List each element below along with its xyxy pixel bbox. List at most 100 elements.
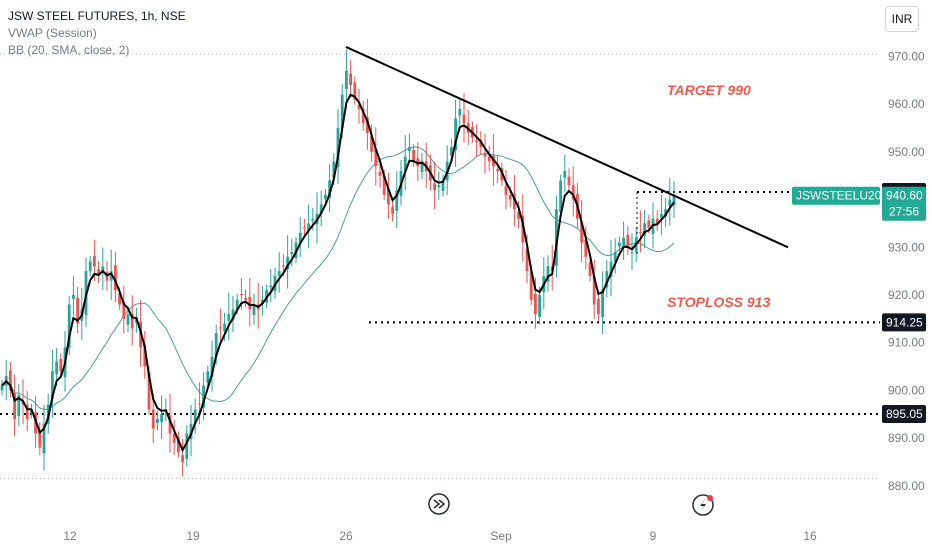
candle-body[interactable] (345, 70, 348, 89)
candle-body[interactable] (311, 218, 315, 221)
candle-body[interactable] (420, 161, 424, 172)
candle-body[interactable] (261, 299, 264, 304)
candle-body[interactable] (668, 199, 672, 207)
candle-body[interactable] (534, 294, 537, 315)
candle-body[interactable] (219, 327, 222, 329)
candle-body[interactable] (563, 170, 567, 178)
candle-body[interactable] (156, 419, 159, 423)
candle-body[interactable] (168, 415, 172, 434)
candle-body[interactable] (483, 152, 487, 157)
candle-body[interactable] (13, 393, 16, 420)
candle-body[interactable] (172, 433, 176, 443)
candle-body[interactable] (126, 314, 130, 325)
candle-body[interactable] (290, 252, 294, 254)
candle-body[interactable] (214, 333, 218, 358)
candle-body[interactable] (672, 194, 676, 206)
candle-body[interactable] (51, 371, 54, 399)
candle-body[interactable] (328, 180, 331, 198)
candle-body[interactable] (580, 221, 583, 243)
legend-vwap[interactable]: VWAP (Session) (8, 26, 97, 40)
candle-body[interactable] (639, 232, 642, 234)
candle-body[interactable] (517, 212, 520, 219)
candle-body[interactable] (202, 385, 205, 408)
candle-body[interactable] (303, 227, 306, 229)
candle-body[interactable] (584, 239, 588, 257)
candle-body[interactable] (332, 161, 336, 178)
candle-body[interactable] (307, 223, 310, 232)
candle-body[interactable] (555, 209, 558, 266)
candle-body[interactable] (618, 242, 621, 247)
candle-body[interactable] (181, 455, 184, 462)
candle-body[interactable] (42, 423, 46, 454)
candle-body[interactable] (601, 290, 604, 317)
candle-body[interactable] (147, 372, 151, 410)
candle-body[interactable] (25, 404, 29, 420)
candle-body[interactable] (0, 385, 4, 391)
candle-body[interactable] (223, 323, 226, 332)
candle-body[interactable] (508, 194, 512, 200)
candle-body[interactable] (9, 370, 12, 391)
candle-body[interactable] (282, 265, 285, 267)
candle-body[interactable] (235, 299, 239, 310)
candle-body[interactable] (198, 403, 201, 405)
candle-body[interactable] (244, 297, 247, 300)
candle-body[interactable] (655, 218, 659, 224)
candle-body[interactable] (193, 409, 197, 424)
candle-body[interactable] (496, 169, 499, 171)
candle-body[interactable] (378, 171, 382, 176)
candle-body[interactable] (151, 409, 155, 429)
candle-body[interactable] (609, 261, 613, 277)
candle-body[interactable] (412, 149, 415, 162)
candle-body[interactable] (395, 190, 399, 212)
candle-body[interactable] (437, 185, 441, 188)
candle-body[interactable] (546, 266, 550, 282)
candle-body[interactable] (353, 82, 357, 100)
candle-body[interactable] (643, 223, 646, 236)
candle-body[interactable] (487, 156, 491, 162)
candle-body[interactable] (387, 189, 390, 205)
candle-body[interactable] (529, 271, 533, 300)
candle-body[interactable] (475, 140, 478, 143)
candle-body[interactable] (458, 108, 462, 116)
candle-body[interactable] (118, 293, 121, 305)
candle-body[interactable] (525, 248, 529, 272)
candle-body[interactable] (361, 108, 365, 124)
candle-body[interactable] (408, 147, 411, 151)
candle-body[interactable] (605, 271, 609, 288)
candle-body[interactable] (72, 295, 75, 299)
candle-body[interactable] (336, 128, 340, 168)
candle-body[interactable] (664, 209, 667, 217)
candle-body[interactable] (227, 314, 231, 321)
candle-body[interactable] (513, 193, 516, 210)
candle-body[interactable] (374, 149, 378, 167)
candle-body[interactable] (538, 295, 541, 317)
candle-body[interactable] (559, 180, 562, 213)
candle-body[interactable] (130, 314, 134, 329)
candle-body[interactable] (319, 204, 323, 214)
candle-body[interactable] (660, 213, 663, 218)
candle-body[interactable] (504, 186, 508, 195)
candle-body[interactable] (441, 180, 445, 192)
candle-body[interactable] (454, 118, 457, 150)
candle-body[interactable] (349, 73, 352, 86)
candle-body[interactable] (340, 94, 344, 129)
candle-body[interactable] (59, 358, 63, 372)
candle-body[interactable] (269, 285, 273, 288)
candle-body[interactable] (109, 271, 113, 281)
candle-body[interactable] (231, 309, 235, 320)
candle-body[interactable] (240, 294, 243, 296)
candle-body[interactable] (177, 437, 180, 453)
candle-body[interactable] (185, 433, 189, 460)
candle-body[interactable] (298, 232, 302, 243)
candle-body[interactable] (592, 275, 596, 305)
candle-body[interactable] (567, 176, 571, 186)
candle-body[interactable] (160, 414, 163, 422)
candle-body[interactable] (403, 156, 407, 171)
candle-body[interactable] (613, 252, 617, 262)
candle-body[interactable] (277, 271, 281, 276)
candle-body[interactable] (370, 135, 373, 152)
descending-trendline[interactable] (345, 46, 789, 249)
candle-body[interactable] (55, 361, 58, 375)
candle-body[interactable] (462, 114, 466, 124)
